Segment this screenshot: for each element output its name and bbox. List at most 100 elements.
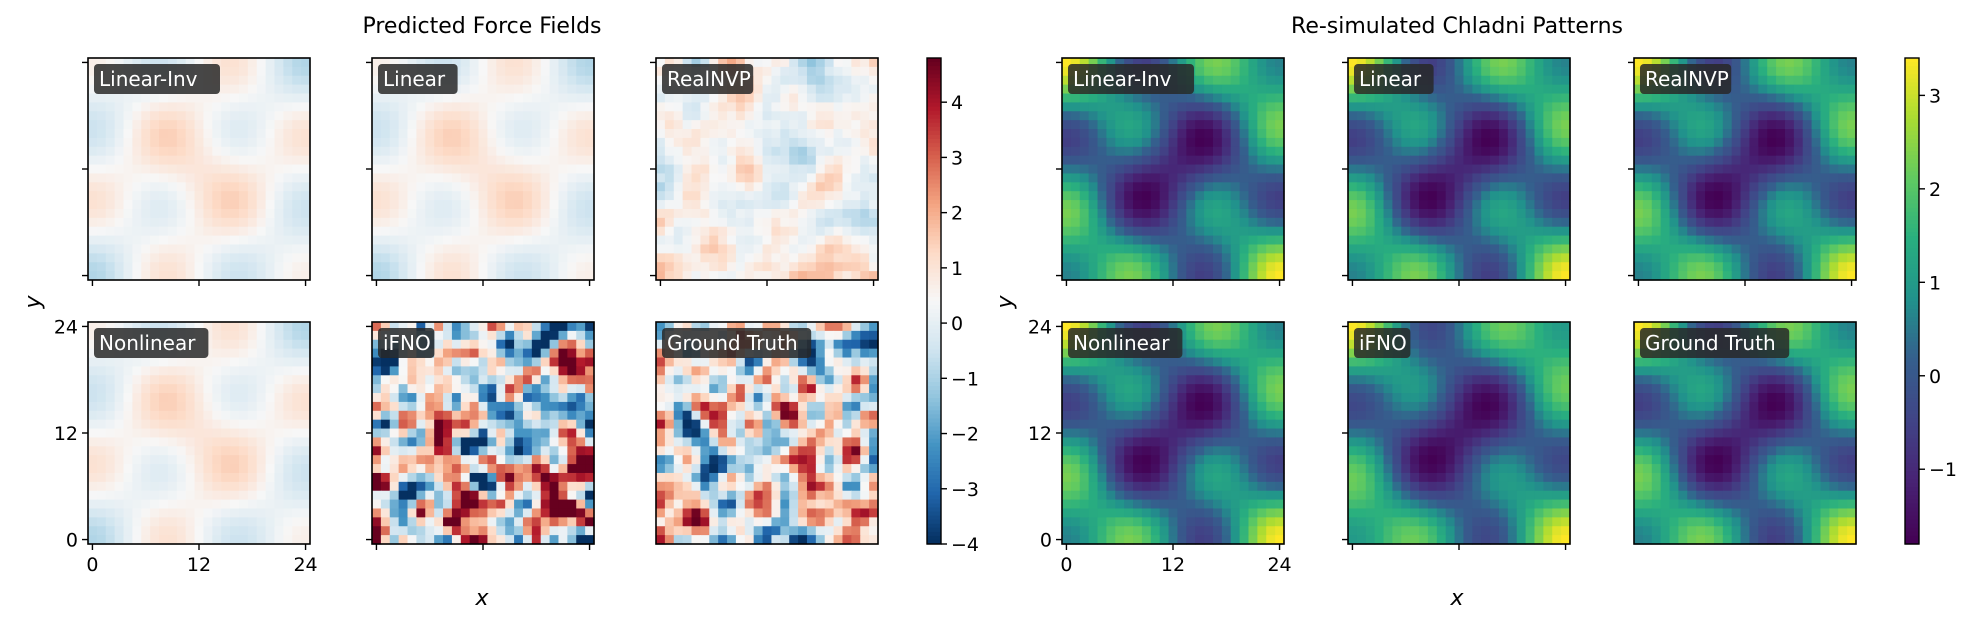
heatmap-cell xyxy=(150,472,160,483)
heatmap-cell xyxy=(265,217,276,228)
heatmap-cell xyxy=(176,173,187,183)
heatmap-cell xyxy=(105,182,116,192)
heatmap-cell xyxy=(1561,217,1571,228)
heatmap-cell xyxy=(718,464,728,474)
heatmap-cell xyxy=(540,146,551,157)
heatmap-cell xyxy=(1401,164,1411,175)
heatmap-cell xyxy=(1525,217,1536,228)
heatmap-cell xyxy=(682,472,693,483)
heatmap-cell xyxy=(815,120,826,130)
heatmap-cell xyxy=(96,244,107,254)
heatmap-cell xyxy=(1427,200,1438,210)
heatmap-cell xyxy=(576,120,586,130)
heatmap-cell xyxy=(700,235,710,246)
heatmap-cell xyxy=(1079,129,1090,139)
heatmap-cell xyxy=(1275,208,1285,219)
heatmap-cell xyxy=(1133,155,1143,166)
heatmap-cell xyxy=(1079,102,1090,112)
heatmap-cell xyxy=(531,84,542,95)
heatmap-cell xyxy=(1481,182,1491,192)
heatmap-cell xyxy=(469,208,480,219)
heatmap-cell xyxy=(496,208,506,219)
heatmap-cell xyxy=(398,271,409,281)
heatmap-cell xyxy=(664,384,675,394)
heatmap-cell xyxy=(1498,244,1509,254)
heatmap-cell xyxy=(1168,120,1179,130)
heatmap-cell xyxy=(203,401,213,412)
heatmap-cell xyxy=(159,208,169,219)
heatmap-cell xyxy=(691,102,701,112)
heatmap-cell xyxy=(176,208,187,219)
heatmap-cell xyxy=(727,455,737,465)
heatmap-cell xyxy=(780,464,790,474)
heatmap-cell xyxy=(1257,208,1267,219)
heatmap-cell xyxy=(1133,253,1143,263)
heatmap-cell xyxy=(212,200,222,210)
heatmap-cell xyxy=(1490,164,1500,175)
heatmap-cell xyxy=(114,419,125,430)
heatmap-cell xyxy=(256,357,267,367)
heatmap-cell xyxy=(1410,217,1420,228)
heatmap-cell xyxy=(833,129,844,139)
heatmap-cell xyxy=(150,58,160,68)
heatmap-cell xyxy=(132,182,142,192)
heatmap-cell xyxy=(1088,262,1099,272)
heatmap-cell xyxy=(185,208,196,219)
heatmap-cell xyxy=(860,322,870,332)
heatmap-cell xyxy=(496,357,506,367)
heatmap-cell xyxy=(247,472,258,483)
heatmap-cell xyxy=(292,348,302,359)
heatmap-cell xyxy=(230,271,240,281)
heatmap-cell xyxy=(1150,200,1161,210)
heatmap-cell xyxy=(1124,129,1134,139)
heatmap-cell xyxy=(1383,137,1393,148)
heatmap-cell xyxy=(451,137,462,148)
heatmap-cell xyxy=(123,129,133,139)
heatmap-cell xyxy=(150,111,160,121)
heatmap-cell xyxy=(301,164,311,175)
heatmap-cell xyxy=(230,182,240,192)
heatmap-cell xyxy=(558,419,568,430)
heatmap-cell xyxy=(691,472,701,483)
heatmap-cell xyxy=(469,120,480,130)
heatmap-cell xyxy=(407,146,417,157)
heatmap-cell xyxy=(842,410,852,421)
heatmap-cell xyxy=(416,217,426,228)
heatmap-cell xyxy=(389,384,400,394)
heatmap-cell xyxy=(114,384,125,394)
heatmap-cell xyxy=(274,419,284,430)
heatmap-cell xyxy=(869,217,879,228)
heatmap-cell xyxy=(1392,58,1402,68)
heatmap-cell xyxy=(1062,93,1072,103)
heatmap-cell xyxy=(1561,137,1571,148)
heatmap-cell xyxy=(478,490,489,501)
heatmap-cell xyxy=(869,137,879,148)
heatmap-cell xyxy=(167,120,178,130)
heatmap-cell xyxy=(132,262,142,272)
heatmap-cell xyxy=(505,437,515,447)
heatmap-cell xyxy=(1204,120,1214,130)
heatmap-cell xyxy=(824,375,835,385)
heatmap-cell xyxy=(176,401,187,412)
heatmap-cell xyxy=(833,102,844,112)
heatmap-cell xyxy=(549,191,560,201)
heatmap-cell xyxy=(238,226,249,237)
heatmap-cell xyxy=(514,499,524,510)
heatmap-cell xyxy=(1248,253,1258,263)
heatmap-cell xyxy=(1097,262,1107,272)
heatmap-cell xyxy=(194,384,205,394)
heatmap-cell xyxy=(727,164,737,175)
heatmap-cell xyxy=(727,146,737,157)
heatmap-cell xyxy=(265,129,276,139)
heatmap-cell xyxy=(576,111,586,121)
heatmap-cell xyxy=(824,384,835,394)
heatmap-cell xyxy=(301,191,311,201)
heatmap-cell xyxy=(1356,58,1367,68)
heatmap-cell xyxy=(709,129,719,139)
heatmap-cell xyxy=(469,339,480,350)
heatmap-cell xyxy=(487,217,497,228)
heatmap-cell xyxy=(1454,111,1465,121)
heatmap-cell xyxy=(292,384,302,394)
heatmap-cell xyxy=(576,490,586,501)
heatmap-cell xyxy=(256,526,267,536)
